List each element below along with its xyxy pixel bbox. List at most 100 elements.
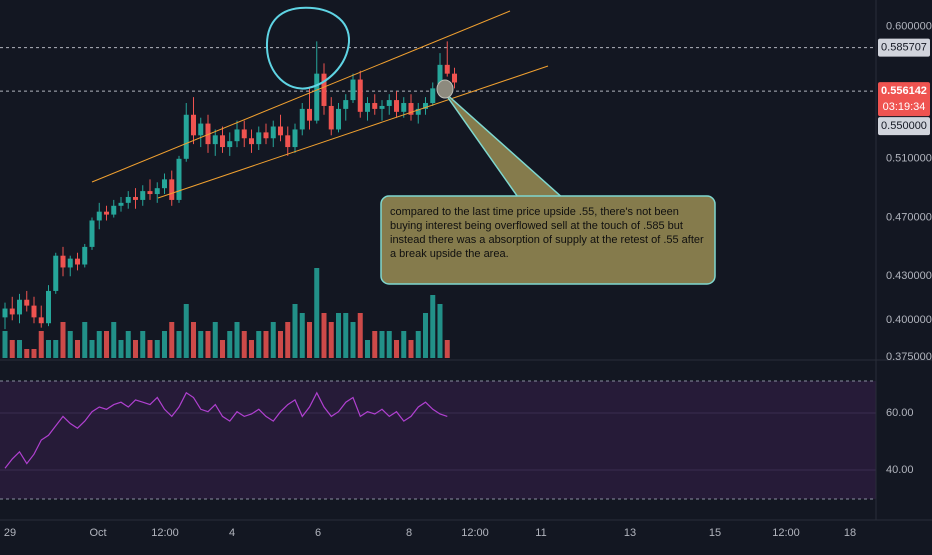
candle-body[interactable] <box>133 196 138 200</box>
volume-bar <box>198 331 204 358</box>
time-tick: 18 <box>844 527 856 539</box>
volume-bar <box>96 331 102 358</box>
candle-body[interactable] <box>386 100 392 106</box>
candle-body[interactable] <box>125 196 131 203</box>
last-price-tag-bg <box>878 82 930 117</box>
price-axis[interactable]: 0.600000 0.510000 0.470000 0.430000 0.40… <box>886 21 932 363</box>
candle-body[interactable] <box>408 103 414 115</box>
candle-body[interactable] <box>452 73 457 83</box>
candle-body[interactable] <box>24 299 30 306</box>
volume-bar <box>249 340 254 358</box>
candle-body[interactable] <box>2 308 8 318</box>
candle-body[interactable] <box>31 305 37 318</box>
candle-body[interactable] <box>67 258 73 268</box>
candle-body[interactable] <box>89 220 95 247</box>
retest-marker[interactable] <box>436 79 454 99</box>
high-price-label: 0.585707 <box>881 42 927 54</box>
volume-bar <box>205 331 211 358</box>
candle-body[interactable] <box>9 308 15 315</box>
volume-bar <box>227 331 233 358</box>
candle-body[interactable] <box>162 179 167 189</box>
candle-body[interactable] <box>220 135 225 148</box>
volume-bar <box>169 322 175 358</box>
candle-body[interactable] <box>82 246 88 265</box>
candle-body[interactable] <box>343 100 349 109</box>
candle-body[interactable] <box>38 317 44 324</box>
volume-bar <box>321 313 327 358</box>
candle-body[interactable] <box>437 64 443 89</box>
candle-body[interactable] <box>423 103 428 109</box>
candle-body[interactable] <box>299 108 305 130</box>
time-tick: 13 <box>624 527 636 539</box>
candle-body[interactable] <box>365 103 370 112</box>
volume-bar <box>24 349 30 358</box>
candle-body[interactable] <box>53 255 59 291</box>
volume-bar <box>46 340 51 358</box>
candle-body[interactable] <box>357 79 363 112</box>
candle-body[interactable] <box>176 158 182 200</box>
volume-bar <box>183 304 189 358</box>
channel-upper-line[interactable] <box>91 10 511 183</box>
candle-body[interactable] <box>278 126 283 136</box>
candle-body[interactable] <box>191 114 196 136</box>
price-tick: 0.375000 <box>886 351 932 363</box>
candle-body[interactable] <box>241 129 247 139</box>
volume-bar <box>386 331 392 358</box>
time-tick: 12:00 <box>461 527 489 539</box>
circle-annotation[interactable] <box>265 6 351 90</box>
candle-body[interactable] <box>307 108 312 121</box>
candle-body[interactable] <box>444 64 450 74</box>
candle-body[interactable] <box>256 132 262 145</box>
candle-body[interactable] <box>234 129 240 142</box>
candle-body[interactable] <box>321 73 327 106</box>
time-tick: 15 <box>709 527 721 539</box>
candle-body[interactable] <box>292 129 298 148</box>
candle-body[interactable] <box>401 103 407 112</box>
candle-body[interactable] <box>249 138 254 145</box>
rsi-axis[interactable]: 60.00 40.00 <box>886 407 914 476</box>
candle-body[interactable] <box>60 255 66 268</box>
candle-body[interactable] <box>154 188 160 195</box>
time-axis[interactable]: 29 Oct 12:00 4 6 8 12:00 11 13 15 12:00 … <box>4 527 856 539</box>
candle-body[interactable] <box>270 126 276 139</box>
candle-body[interactable] <box>147 191 153 195</box>
candle-body[interactable] <box>46 290 51 324</box>
candle-body[interactable] <box>96 211 102 221</box>
candle-body[interactable] <box>104 211 109 215</box>
time-tick: 12:00 <box>151 527 179 539</box>
candle-body[interactable] <box>394 100 399 112</box>
price-tick: 0.600000 <box>886 21 932 33</box>
candle-body[interactable] <box>372 103 378 109</box>
candle-body[interactable] <box>169 179 175 200</box>
channel-lower-line[interactable] <box>157 65 549 199</box>
candle-body[interactable] <box>111 205 117 215</box>
candle-body[interactable] <box>285 135 291 148</box>
candle-body[interactable] <box>212 135 218 145</box>
volume-bar <box>2 331 8 358</box>
candle-body[interactable] <box>118 202 124 206</box>
volume-bar <box>343 313 349 358</box>
candle-body[interactable] <box>415 108 421 115</box>
candle-body[interactable] <box>183 114 189 159</box>
volume-bar <box>299 313 305 358</box>
candle-body[interactable] <box>198 123 204 136</box>
candle-body[interactable] <box>350 79 356 101</box>
rsi-line <box>4 391 448 469</box>
candle-body[interactable] <box>227 141 233 148</box>
candle-body[interactable] <box>314 73 320 121</box>
volume-bar <box>256 331 262 358</box>
candle-body[interactable] <box>17 299 22 315</box>
volume-bar <box>82 322 88 358</box>
volume-bar <box>437 304 443 358</box>
volume-bar <box>104 331 109 358</box>
candle-body[interactable] <box>430 88 436 104</box>
candle-body[interactable] <box>263 132 269 139</box>
candle-body[interactable] <box>379 105 385 109</box>
annotation-callout[interactable] <box>380 195 716 285</box>
candle-body[interactable] <box>328 105 334 130</box>
candle-body[interactable] <box>336 108 341 130</box>
candle-body[interactable] <box>75 258 80 265</box>
candle-body[interactable] <box>205 123 211 145</box>
candle-body[interactable] <box>140 191 146 200</box>
